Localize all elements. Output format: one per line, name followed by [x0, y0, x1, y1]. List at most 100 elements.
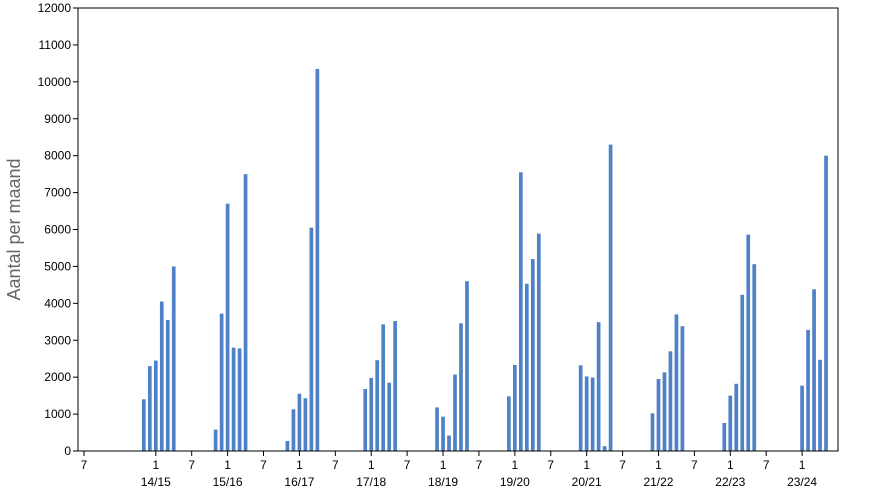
x-season-label: 18/19 — [428, 475, 458, 489]
y-tick-label: 6000 — [44, 223, 71, 237]
bar-15-16-mrt — [237, 348, 242, 451]
bar-20-21-mrt — [596, 322, 601, 451]
x-tick-label: 7 — [81, 458, 88, 472]
x-tick-label: 1 — [296, 458, 303, 472]
bar-16-17-nov — [285, 441, 290, 451]
bar-21-22-apr — [674, 314, 679, 451]
y-axis: 0 1000 2000 3000 4000 5000 6000 7000 8000 9000 100… — [38, 1, 78, 458]
bar-22-23-mrt — [740, 294, 745, 451]
x-tick-label: 1 — [440, 458, 447, 472]
bar-17-18-dec — [363, 388, 368, 451]
bar-15-16-jan — [225, 203, 230, 451]
bar-22-23-feb — [734, 383, 739, 451]
bar-22-23-jan — [728, 395, 733, 452]
x-tick-label: 1 — [727, 458, 734, 472]
y-axis-label: Aantal per maand — [4, 158, 24, 300]
bar-19-20-mrt — [524, 283, 529, 451]
bar-19-20-dec — [507, 396, 511, 451]
bar-14-15-jan — [153, 360, 158, 451]
y-tick-label: 3000 — [44, 333, 71, 347]
y-tick-label: 5000 — [44, 259, 71, 273]
x-season-label: 14/15 — [141, 475, 171, 489]
x-season-label: 20/21 — [572, 475, 602, 489]
x-tick-label: 7 — [691, 458, 698, 472]
bar-19-20-jan — [513, 364, 517, 451]
bar-20-21-mei — [608, 144, 613, 451]
x-season-label: 19/20 — [500, 475, 530, 489]
bar-23-24-mei — [824, 155, 828, 452]
y-tick-label: 1000 — [44, 407, 71, 421]
bar-22-23-dec — [722, 422, 727, 451]
bar-18-19-mrt — [453, 374, 457, 451]
bar-16-17-dec — [291, 409, 296, 451]
x-season-label: 17/18 — [356, 475, 386, 489]
bar-20-21-apr — [602, 446, 607, 451]
bar-23-24-mrt — [812, 289, 816, 451]
bar-16-17-mrt — [309, 227, 314, 451]
bar-15-16-feb — [231, 347, 236, 451]
x-tick-label: 1 — [583, 458, 590, 472]
y-tick-label: 12000 — [38, 1, 72, 15]
bar-20-21-feb — [590, 377, 595, 451]
bars-group — [141, 68, 828, 452]
bar-22-23-apr — [746, 234, 751, 451]
bar-20-21-jan — [584, 376, 589, 451]
bar-14-15-apr — [171, 266, 176, 451]
bar-17-18-mrt — [381, 324, 386, 451]
bar-21-22-mrt — [668, 351, 673, 451]
bar-23-24-apr — [818, 359, 822, 451]
x-axis: 7 1 14/15 7 1 15/16 7 1 16/17 7 1 17/18 7 1 18/19 7 1 19/… — [81, 451, 817, 489]
x-tick-label: 7 — [188, 458, 195, 472]
bar-17-18-feb — [375, 360, 380, 451]
bar-14-15-nov — [141, 399, 146, 451]
bar-19-20-mei — [536, 233, 541, 451]
bar-19-20-feb — [518, 172, 523, 451]
x-tick-label: 1 — [512, 458, 519, 472]
x-season-label: 15/16 — [213, 475, 243, 489]
bar-21-22-dec — [650, 413, 655, 451]
bar-22-23-mei — [752, 264, 757, 451]
bar-14-15-feb — [159, 301, 164, 451]
bar-15-16-dec — [219, 313, 224, 451]
y-tick-label: 11000 — [39, 38, 72, 52]
bar-21-22-feb — [662, 372, 667, 451]
bar-14-15-dec — [147, 366, 152, 451]
y-tick-label: 9000 — [44, 112, 71, 126]
x-season-label: 21/22 — [643, 475, 673, 489]
x-season-label: 22/23 — [715, 475, 745, 489]
y-tick-label: 7000 — [44, 186, 71, 200]
x-tick-label: 1 — [655, 458, 662, 472]
bar-18-19-feb — [447, 435, 451, 451]
bar-23-24-jan — [800, 385, 804, 451]
bar-18-19-apr — [459, 323, 463, 451]
x-tick-label: 1 — [799, 458, 806, 472]
bar-21-22-jan — [656, 379, 661, 451]
x-tick-label: 7 — [404, 458, 411, 472]
x-season-label: 16/17 — [284, 475, 314, 489]
x-season-label: 23/24 — [787, 475, 817, 489]
bar-17-18-apr — [387, 382, 392, 451]
y-tick-label: 2000 — [44, 370, 71, 384]
bar-14-15-mrt — [165, 319, 170, 451]
bar-18-19-dec — [435, 407, 439, 451]
x-tick-label: 7 — [476, 458, 483, 472]
bar-17-18-mei — [393, 321, 398, 451]
x-tick-label: 1 — [368, 458, 375, 472]
x-tick-label: 7 — [763, 458, 770, 472]
y-tick-label: 4000 — [44, 296, 71, 310]
bar-17-18-jan — [369, 377, 374, 451]
bar-16-17-jan — [297, 393, 302, 451]
bar-23-24-feb — [806, 329, 810, 451]
x-tick-label: 7 — [332, 458, 339, 472]
bar-15-16-apr — [243, 174, 248, 452]
x-tick-label: 7 — [260, 458, 267, 472]
y-tick-label: 0 — [64, 444, 71, 458]
bar-16-17-feb — [303, 398, 308, 451]
bar-21-22-mei — [680, 326, 685, 451]
bar-19-20-apr — [530, 259, 535, 451]
bar-20-21-dec — [578, 365, 583, 451]
bar-18-19-jan — [441, 416, 445, 451]
x-tick-label: 1 — [224, 458, 231, 472]
bar-16-17-apr — [315, 68, 320, 451]
